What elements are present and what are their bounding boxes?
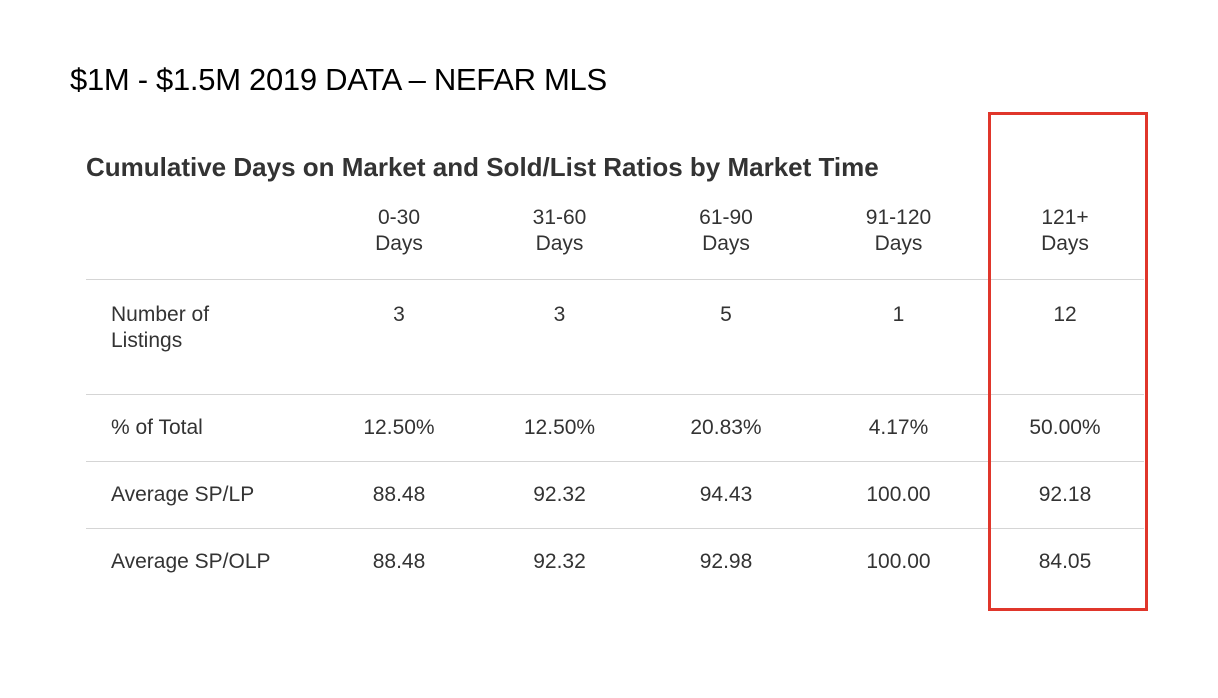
slide-title: $1M - $1.5M 2019 DATA – NEFAR MLS <box>70 62 607 97</box>
column-header-unit: Days <box>1041 232 1089 255</box>
table-cell: 4.17% <box>868 416 929 439</box>
column-header-unit: Days <box>375 232 423 255</box>
table-row-average-sp-lp: Average SP/LP 88.48 92.32 94.43 100.00 9… <box>86 462 1144 529</box>
table-cell: 1 <box>892 303 905 326</box>
column-header-unit: Days <box>702 232 750 255</box>
table-row-percent-of-total: % of Total 12.50% 12.50% 20.83% 4.17% 50… <box>86 395 1144 462</box>
row-label: Average SP/OLP <box>111 550 271 573</box>
column-header-range: 121+ <box>1041 206 1089 229</box>
row-label: % of Total <box>111 416 203 439</box>
row-label: Number of Listings <box>86 280 320 395</box>
table-cell: 5 <box>720 303 732 326</box>
table-cell: 12.50% <box>363 416 435 439</box>
table-cell: 92.32 <box>533 550 586 573</box>
table-cell: 3 <box>553 303 566 326</box>
highlight-box-121-plus <box>988 112 1148 611</box>
column-header-61-90: 61-90 Days <box>641 205 811 280</box>
table-cell: 92.98 <box>699 550 753 573</box>
column-header-range: 0-30 <box>377 206 421 229</box>
table-cell: 88.48 <box>372 550 426 573</box>
table-cell: 12.50% <box>523 416 596 439</box>
row-label-line: Number of <box>111 303 210 326</box>
table-cell: 88.48 <box>372 483 426 506</box>
table-row-average-sp-olp: Average SP/OLP 88.48 92.32 92.98 100.00 … <box>86 529 1144 596</box>
table-heading: Cumulative Days on Market and Sold/List … <box>86 152 879 182</box>
table-cell: 12 <box>1053 303 1077 326</box>
table-cell: 94.43 <box>699 483 753 506</box>
column-header-range: 61-90 <box>699 206 753 229</box>
column-header-31-60: 31-60 Days <box>478 205 641 280</box>
table-cell: 100.00 <box>866 550 931 573</box>
table-cell: 50.00% <box>1029 416 1101 439</box>
header-corner <box>86 205 320 280</box>
table-cell: 84.05 <box>1038 550 1092 573</box>
column-header-0-30: 0-30 Days <box>320 205 478 280</box>
table-cell: 92.18 <box>1038 483 1092 506</box>
market-time-table: 0-30 Days 31-60 Days 61-90 Days 91-120 D… <box>86 205 1144 595</box>
column-header-unit: Days <box>874 232 923 255</box>
column-header-range: 91-120 <box>865 206 932 229</box>
table-cell: 3 <box>393 303 405 326</box>
row-label-line: Listings <box>111 329 183 352</box>
column-header-range: 31-60 <box>532 206 587 229</box>
table-cell: 100.00 <box>866 483 931 506</box>
table-cell: 92.32 <box>533 483 586 506</box>
column-header-91-120: 91-120 Days <box>811 205 986 280</box>
column-header-unit: Days <box>535 232 584 255</box>
column-header-121-plus: 121+ Days <box>986 205 1144 280</box>
table-cell: 20.83% <box>690 416 762 439</box>
header-row: 0-30 Days 31-60 Days 61-90 Days 91-120 D… <box>86 205 1144 280</box>
table-row-number-of-listings: Number of Listings 3 3 5 1 12 <box>86 280 1144 395</box>
row-label: Average SP/LP <box>111 483 255 506</box>
